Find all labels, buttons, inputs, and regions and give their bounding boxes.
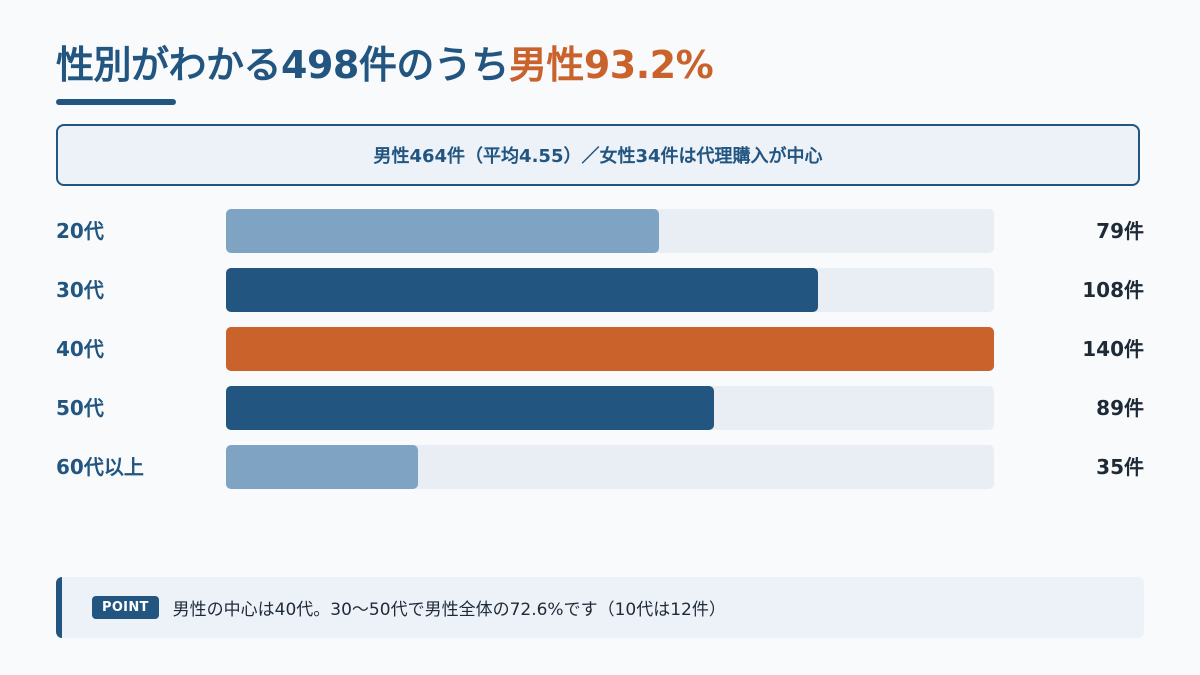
bar <box>226 445 418 489</box>
bar-row: 60代以上 35件 <box>56 445 1144 489</box>
bar-row: 30代 108件 <box>56 268 1144 312</box>
title-underline <box>56 99 176 105</box>
value-label: 140件 <box>1082 337 1144 361</box>
bar-track <box>226 445 994 489</box>
category-label: 60代以上 <box>56 455 144 479</box>
bar-row: 50代 89件 <box>56 386 1144 430</box>
category-label: 30代 <box>56 278 104 302</box>
bar <box>226 327 994 371</box>
summary-text: 男性464件（平均4.55）／女性34件は代理購入が中心 <box>373 146 823 167</box>
bar <box>226 268 819 312</box>
bar-row: 40代 140件 <box>56 327 1144 371</box>
category-label: 20代 <box>56 219 104 243</box>
point-box: POINT 男性の中心は40代。30〜50代で男性全体の72.6%です（10代は… <box>56 577 1144 638</box>
bar-track <box>226 327 994 371</box>
bar-chart: 20代 79件 30代 108件 40代 140件 50代 89件 60代以上 35件 <box>56 209 1144 504</box>
bar-track <box>226 386 994 430</box>
bar-track <box>226 209 994 253</box>
value-label: 79件 <box>1096 219 1144 243</box>
category-label: 40代 <box>56 337 104 361</box>
chart-title: 性別がわかる498件のうち男性93.2% <box>56 34 714 89</box>
summary-box: 男性464件（平均4.55）／女性34件は代理購入が中心 <box>56 124 1140 186</box>
bar-track <box>226 268 994 312</box>
title-highlight: 男性93.2% <box>508 43 714 87</box>
bar-row: 20代 79件 <box>56 209 1144 253</box>
category-label: 50代 <box>56 396 104 420</box>
bar <box>226 386 715 430</box>
title-main: 性別がわかる498件のうち <box>56 43 509 87</box>
point-text: 男性の中心は40代。30〜50代で男性全体の72.6%です（10代は12件） <box>172 600 726 620</box>
bar <box>226 209 660 253</box>
value-label: 108件 <box>1082 278 1144 302</box>
point-badge: POINT <box>92 596 159 619</box>
value-label: 89件 <box>1096 396 1144 420</box>
value-label: 35件 <box>1096 455 1144 479</box>
